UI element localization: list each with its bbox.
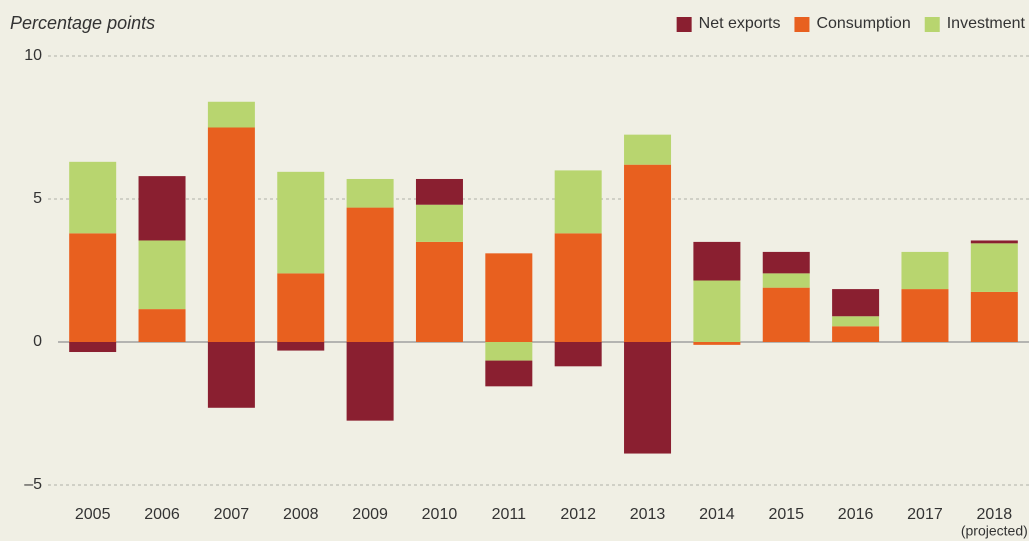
bar-segment (970, 243, 1018, 292)
x-tick-label: 2015 (768, 506, 804, 523)
bar-segment (832, 289, 880, 317)
bar-segment (277, 342, 325, 351)
x-tick-label: 2013 (630, 506, 666, 523)
x-tick-label: 2008 (283, 506, 319, 523)
bar-segment (138, 240, 186, 310)
bar-segment (415, 178, 463, 205)
x-tick-label: 2014 (699, 506, 735, 523)
bar-segment (693, 280, 741, 342)
bar-segment (207, 127, 255, 342)
bar-segment (485, 342, 533, 361)
legend-swatch (924, 17, 940, 32)
bar-segment (970, 240, 1018, 244)
bar-segment (207, 342, 255, 408)
bar-segment (762, 287, 810, 342)
y-tick-label: 5 (33, 190, 42, 207)
bar-segment (832, 316, 880, 327)
legend-swatch (676, 17, 692, 32)
bar-segment (207, 101, 255, 128)
bar-segment (138, 176, 186, 241)
legend-label: Investment (947, 15, 1026, 32)
bar-segment (346, 178, 394, 208)
bar-segment (346, 342, 394, 421)
bar-segment (554, 342, 602, 367)
x-tick-label: 2006 (144, 506, 180, 523)
x-tick-label: 2018 (977, 506, 1013, 523)
y-tick-label: 10 (24, 47, 42, 64)
bar-segment (693, 342, 741, 345)
bar-segment (762, 273, 810, 288)
bar-segment (693, 241, 741, 281)
bar-segment (69, 161, 117, 234)
bar-segment (901, 251, 949, 290)
x-tick-label: 2005 (75, 506, 111, 523)
bar-segment (970, 291, 1018, 342)
bar-segment (624, 134, 672, 165)
x-tick-label: 2012 (560, 506, 596, 523)
bar-segment (554, 170, 602, 234)
x-tick-label: 2016 (838, 506, 874, 523)
x-tick-note: (projected) (961, 523, 1028, 539)
bar-segment (415, 241, 463, 342)
bar-segment (762, 251, 810, 274)
y-tick-label: –5 (24, 476, 42, 493)
x-tick-label: 2009 (352, 506, 388, 523)
bar-segment (346, 207, 394, 342)
bar-segment (485, 360, 533, 387)
x-tick-label: 2007 (214, 506, 250, 523)
bar-segment (69, 342, 117, 353)
x-tick-label: 2010 (422, 506, 458, 523)
bar-segment (624, 342, 672, 454)
y-axis-label: Percentage points (10, 13, 155, 33)
legend-label: Net exports (699, 15, 781, 32)
bar-segment (554, 233, 602, 342)
bar-segment (832, 326, 880, 342)
y-tick-label: 0 (33, 333, 42, 350)
bar-segment (901, 289, 949, 342)
bar-segment (277, 171, 325, 274)
bar-segment (624, 164, 672, 342)
x-tick-label: 2011 (492, 506, 527, 523)
bar-segment (138, 309, 186, 342)
bar-segment (485, 253, 533, 342)
x-tick-label: 2017 (907, 506, 943, 523)
bar-segment (69, 233, 117, 342)
legend-label: Consumption (816, 15, 910, 32)
legend-swatch (794, 17, 810, 32)
bar-segment (277, 273, 325, 342)
bar-segment (415, 204, 463, 242)
